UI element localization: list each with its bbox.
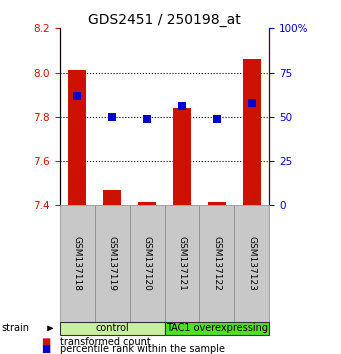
Text: TAC1 overexpressing: TAC1 overexpressing bbox=[166, 323, 268, 333]
Text: GSM137121: GSM137121 bbox=[178, 236, 187, 291]
Text: ■: ■ bbox=[41, 344, 50, 354]
Point bbox=[144, 116, 150, 121]
Text: percentile rank within the sample: percentile rank within the sample bbox=[60, 344, 225, 354]
Text: GSM137118: GSM137118 bbox=[73, 236, 81, 291]
Bar bbox=[138, 202, 156, 205]
Bar bbox=[208, 202, 226, 205]
Bar bbox=[243, 59, 261, 205]
Text: ■: ■ bbox=[41, 337, 50, 347]
Bar bbox=[173, 108, 191, 205]
Text: GSM137120: GSM137120 bbox=[143, 236, 151, 291]
Point bbox=[74, 93, 80, 98]
Point bbox=[214, 116, 220, 121]
Text: GSM137122: GSM137122 bbox=[212, 236, 221, 291]
Point bbox=[109, 114, 115, 120]
Point bbox=[179, 103, 185, 109]
Text: GSM137123: GSM137123 bbox=[248, 236, 256, 291]
Title: GDS2451 / 250198_at: GDS2451 / 250198_at bbox=[88, 13, 241, 27]
Text: strain: strain bbox=[2, 323, 30, 333]
Text: transformed count: transformed count bbox=[60, 337, 150, 347]
Text: GSM137119: GSM137119 bbox=[108, 236, 117, 291]
Point bbox=[249, 100, 255, 105]
Bar bbox=[69, 70, 86, 205]
Text: control: control bbox=[95, 323, 129, 333]
Bar bbox=[103, 190, 121, 205]
